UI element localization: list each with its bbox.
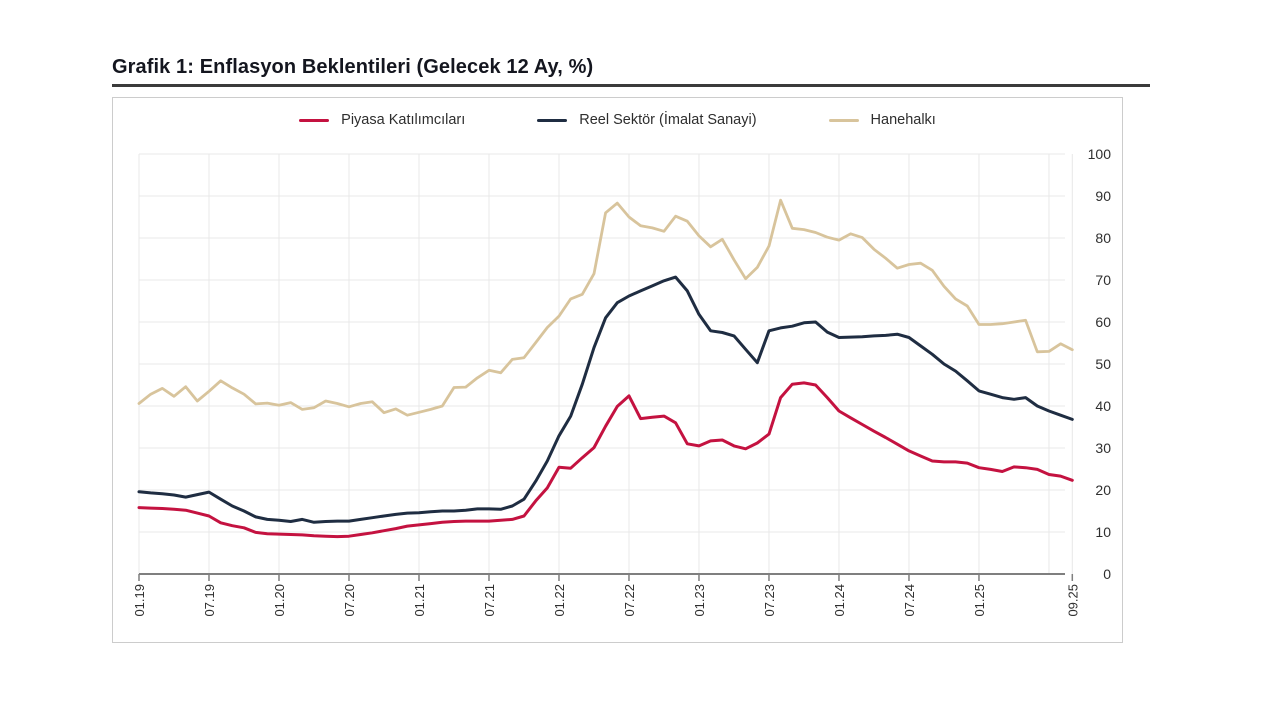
x-tick-label: 07.23 <box>762 584 777 617</box>
legend-swatch-hanehalki <box>828 118 859 122</box>
chart-svg: 01.19 07.19 01.20 07.20 01.21 07.21 01.22 07.22… <box>132 146 1112 617</box>
chart-title: Grafik 1: Enflasyon Beklentileri (Gelece… <box>112 56 594 78</box>
legend-swatch-reel-sektor <box>537 118 568 122</box>
title-underline <box>112 84 1150 87</box>
y-tick-label: 80 <box>1095 230 1111 246</box>
legend-item-reel-sektor: Reel Sektör (İmalat Sanayi) <box>537 112 757 128</box>
y-tick-label: 30 <box>1095 440 1111 456</box>
x-tick-label: 01.25 <box>972 584 987 617</box>
legend-item-piyasa: Piyasa Katılımcıları <box>299 112 465 128</box>
series-line-piyasa <box>137 381 1074 539</box>
x-tick-label: 07.19 <box>202 584 217 617</box>
x-tick-label: 07.20 <box>342 584 357 617</box>
legend-item-hanehalki: Hanehalkı <box>828 112 936 128</box>
x-tick-label: 01.24 <box>832 584 847 617</box>
y-tick-label: 60 <box>1095 314 1111 330</box>
legend-swatch-piyasa <box>299 118 330 122</box>
y-tick-label: 50 <box>1095 356 1111 372</box>
chart-legend: Piyasa Katılımcıları Reel Sektör (İmalat… <box>113 112 1122 128</box>
legend-label-piyasa: Piyasa Katılımcıları <box>341 112 466 128</box>
x-tick-label: 07.24 <box>902 584 917 617</box>
x-tick-label: 01.20 <box>272 584 287 617</box>
y-tick-label: 0 <box>1103 566 1111 582</box>
x-tick-label: 01.21 <box>412 584 427 617</box>
x-tick-label: 01.19 <box>132 584 147 617</box>
legend-label-reel-sektor: Reel Sektör (İmalat Sanayi) <box>579 112 757 128</box>
y-tick-label: 100 <box>1088 146 1112 162</box>
y-tick-label: 70 <box>1095 272 1111 288</box>
x-tick-label: 01.22 <box>552 584 567 617</box>
legend-label-hanehalki: Hanehalkı <box>870 112 936 128</box>
x-tick-label: 07.22 <box>622 584 637 617</box>
series-line-hanehalki <box>137 198 1074 417</box>
y-tick-label: 10 <box>1095 524 1111 540</box>
y-tick-label: 20 <box>1095 482 1111 498</box>
series-line-reel-sektor <box>137 275 1074 524</box>
x-tick-label: 09.25 <box>1065 584 1080 617</box>
y-tick-label: 90 <box>1095 188 1111 204</box>
x-tick-label: 01.23 <box>692 584 707 617</box>
chart-panel: Piyasa Katılımcıları Reel Sektör (İmalat… <box>112 97 1123 643</box>
x-tick-label: 07.21 <box>482 584 497 617</box>
y-tick-label: 40 <box>1095 398 1111 414</box>
